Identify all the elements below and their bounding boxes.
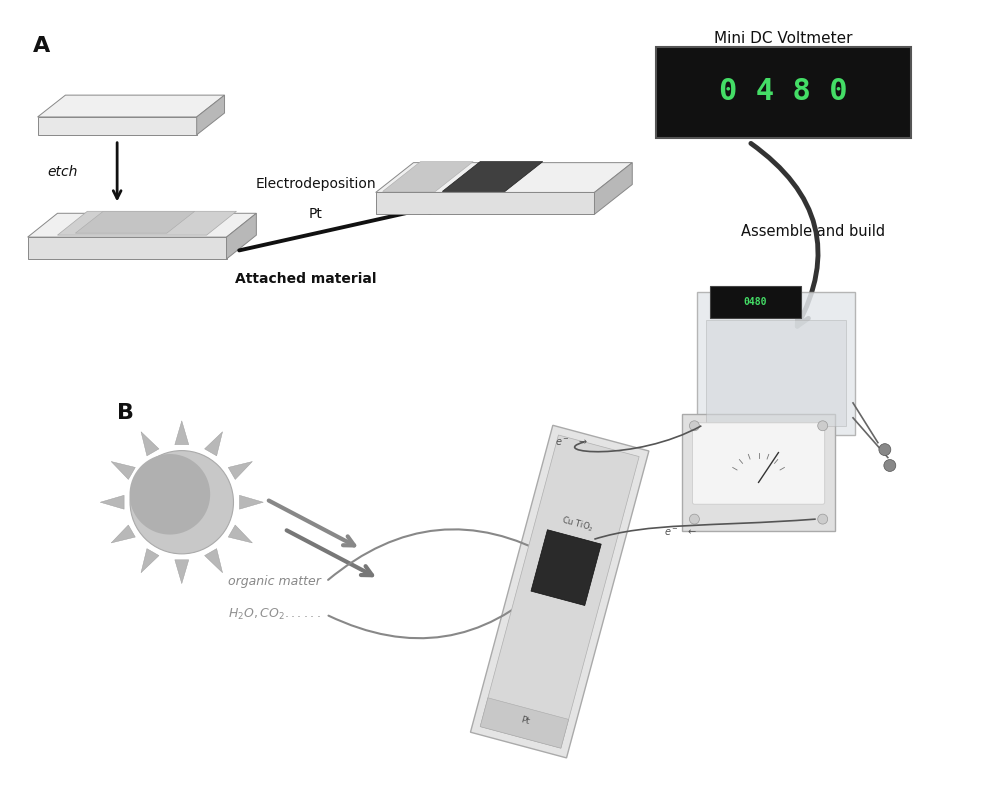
Polygon shape — [111, 462, 135, 479]
Polygon shape — [480, 698, 569, 748]
Text: $e^-$  $\rightarrow$: $e^-$ $\rightarrow$ — [555, 437, 588, 448]
Text: Electrodeposition: Electrodeposition — [256, 177, 376, 191]
Text: $e^-$  $\leftarrow$: $e^-$ $\leftarrow$ — [664, 526, 697, 537]
Text: B: B — [117, 403, 134, 423]
Circle shape — [689, 421, 699, 431]
Polygon shape — [376, 162, 632, 192]
Text: 0 4 8 0: 0 4 8 0 — [719, 77, 848, 106]
Polygon shape — [38, 117, 197, 135]
Text: 0480: 0480 — [744, 296, 767, 307]
FancyBboxPatch shape — [697, 292, 855, 435]
FancyBboxPatch shape — [656, 47, 911, 138]
Text: Pt: Pt — [519, 716, 530, 727]
Text: A: A — [33, 35, 50, 55]
Polygon shape — [470, 426, 649, 758]
FancyBboxPatch shape — [706, 319, 846, 426]
Polygon shape — [383, 162, 473, 191]
Polygon shape — [111, 525, 135, 543]
Text: $H_2O,CO_2......$: $H_2O,CO_2......$ — [228, 607, 321, 622]
Polygon shape — [28, 237, 227, 259]
Circle shape — [130, 454, 210, 534]
FancyBboxPatch shape — [710, 286, 801, 318]
Polygon shape — [442, 162, 543, 191]
Polygon shape — [239, 496, 263, 509]
Text: Assemble and build: Assemble and build — [741, 225, 885, 240]
Polygon shape — [38, 95, 225, 117]
Polygon shape — [197, 95, 225, 135]
Polygon shape — [531, 530, 601, 605]
Polygon shape — [75, 211, 195, 233]
Polygon shape — [141, 548, 159, 573]
Text: Cu TiO$_2$: Cu TiO$_2$ — [560, 514, 595, 535]
FancyBboxPatch shape — [692, 423, 825, 504]
Text: Pt: Pt — [309, 207, 323, 221]
Circle shape — [879, 444, 891, 455]
Polygon shape — [57, 211, 236, 235]
Polygon shape — [205, 432, 223, 455]
Circle shape — [818, 514, 828, 524]
FancyBboxPatch shape — [682, 414, 835, 531]
Polygon shape — [175, 421, 189, 444]
Circle shape — [689, 514, 699, 524]
Circle shape — [818, 421, 828, 431]
Circle shape — [130, 451, 233, 554]
Polygon shape — [480, 435, 639, 748]
Circle shape — [884, 459, 896, 471]
Polygon shape — [141, 432, 159, 455]
Polygon shape — [376, 192, 594, 214]
Polygon shape — [28, 214, 256, 237]
Polygon shape — [100, 496, 124, 509]
Polygon shape — [228, 462, 252, 479]
Polygon shape — [175, 559, 189, 584]
Polygon shape — [594, 162, 632, 214]
Polygon shape — [227, 214, 256, 259]
Text: Mini DC Voltmeter: Mini DC Voltmeter — [714, 31, 853, 46]
Text: organic matter: organic matter — [228, 575, 321, 588]
Text: Attached material: Attached material — [235, 272, 377, 286]
Text: etch: etch — [47, 165, 77, 179]
Polygon shape — [205, 548, 223, 573]
Polygon shape — [228, 525, 252, 543]
